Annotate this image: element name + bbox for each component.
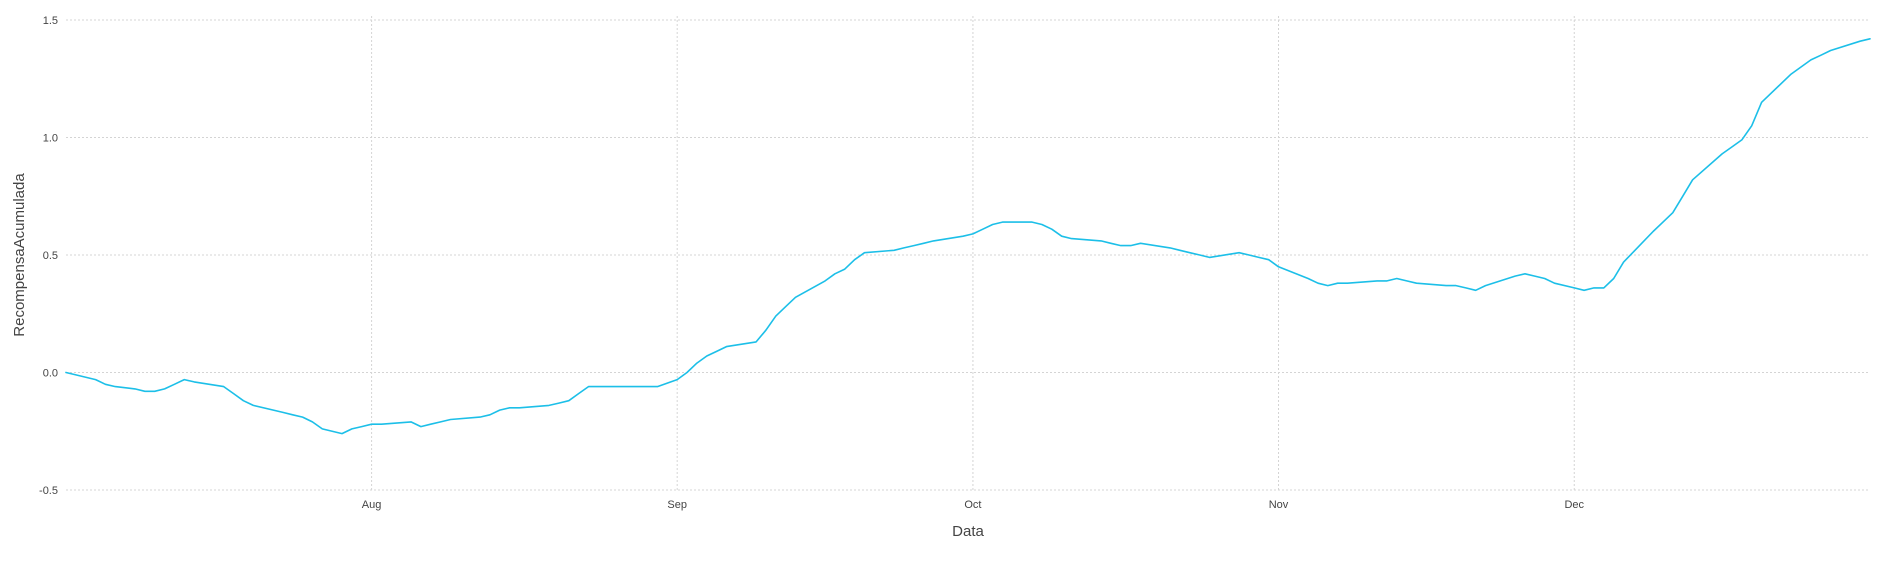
x-tick-label: Aug — [362, 499, 382, 511]
x-axis-title: Data — [952, 523, 984, 540]
x-tick-label: Sep — [667, 499, 687, 511]
grid — [66, 16, 1870, 491]
y-tick-label: -0.5 — [39, 485, 58, 497]
axis-ticks: -0.5 0.0 0.5 1.0 1.5 Aug Sep Oct Nov Dec — [39, 15, 1585, 511]
y-tick-label: 1.0 — [43, 133, 58, 145]
series-line — [65, 37, 1871, 435]
y-tick-label: 0.0 — [43, 368, 58, 380]
x-tick-label: Nov — [1269, 499, 1289, 511]
y-axis-title: RecompensaAcumulada — [11, 173, 28, 337]
x-tick-label: Dec — [1564, 499, 1584, 511]
y-tick-label: 0.5 — [43, 250, 58, 262]
x-tick-label: Oct — [964, 499, 981, 511]
series — [65, 37, 1871, 435]
y-tick-label: 1.5 — [43, 15, 58, 27]
